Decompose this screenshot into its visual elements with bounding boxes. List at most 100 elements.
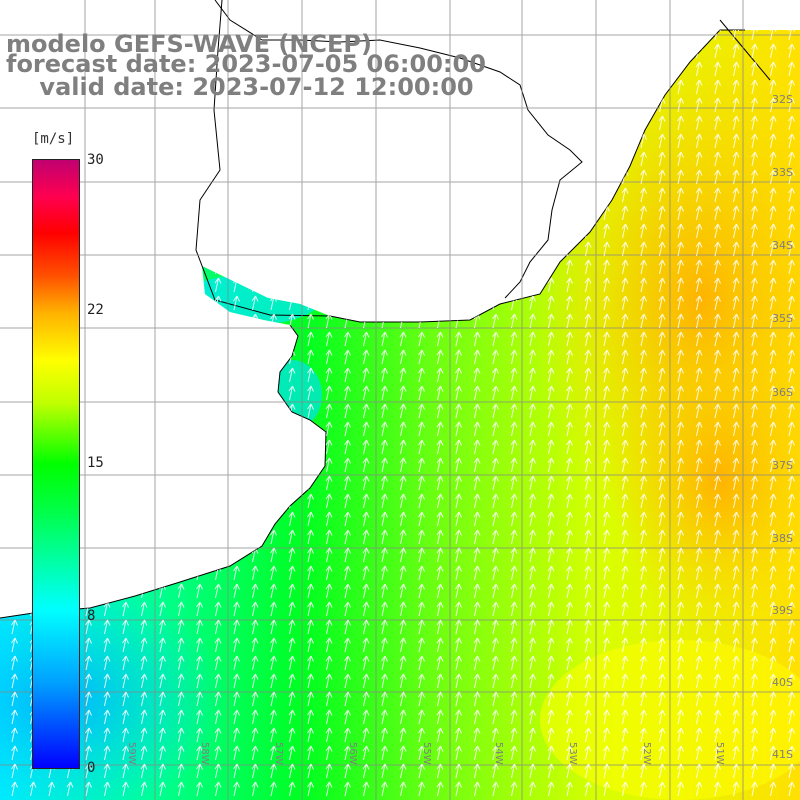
wind-arrow: [603, 457, 610, 473]
wind-arrow: [362, 349, 370, 365]
wind-arrow: [214, 529, 222, 545]
wind-arrow: [473, 421, 481, 437]
wind-arrow: [751, 79, 758, 95]
wind-arrow: [640, 601, 647, 617]
wind-arrow: [510, 763, 518, 779]
wind-arrow: [11, 763, 18, 779]
wind-arrow: [122, 313, 129, 329]
wind-arrow: [566, 763, 573, 779]
wind-arrow: [788, 133, 795, 149]
wind-arrow: [159, 727, 166, 743]
wind-arrow: [140, 781, 148, 797]
wind-arrow: [11, 385, 18, 401]
wind-arrow: [677, 439, 684, 455]
wind-arrow: [640, 223, 647, 239]
wind-arrow: [325, 259, 333, 275]
wind-arrow: [788, 691, 795, 707]
wind-arrow: [288, 781, 296, 797]
wind-arrow: [196, 529, 203, 545]
wind-arrow: [399, 223, 407, 239]
wind-arrow: [159, 385, 166, 401]
wind-arrow: [177, 385, 185, 401]
wind-arrow: [251, 493, 259, 509]
wind-arrow: [473, 745, 481, 761]
wind-arrow: [381, 439, 388, 455]
wind-arrow: [492, 205, 499, 221]
wind-arrow: [751, 349, 758, 365]
wind-arrow: [177, 709, 185, 725]
wind-arrow: [122, 421, 129, 437]
wind-arrow: [714, 367, 721, 383]
wind-arrow: [603, 637, 610, 653]
wind-arrow: [436, 421, 444, 437]
wind-arrow: [288, 133, 296, 149]
wind-arrow: [48, 115, 55, 131]
wind-arrow: [270, 457, 277, 473]
wind-arrow: [529, 223, 536, 239]
wind-arrow: [399, 475, 407, 491]
wind-arrow: [566, 601, 573, 617]
wind-arrow: [714, 349, 721, 365]
wind-arrow: [251, 331, 259, 347]
wind-arrow: [658, 295, 666, 311]
wind-arrow: [288, 583, 296, 599]
wind-arrow: [381, 511, 388, 527]
wind-arrow: [473, 655, 481, 671]
wind-arrow: [714, 457, 721, 473]
wind-arrow: [621, 43, 629, 59]
wind-arrow: [603, 151, 610, 167]
wind-arrow: [325, 781, 333, 797]
wind-arrow: [85, 403, 92, 419]
wind-arrow: [455, 115, 462, 131]
wind-arrow: [325, 187, 333, 203]
wind-arrow: [140, 223, 148, 239]
wind-arrow: [233, 259, 240, 275]
wind-arrow: [177, 403, 185, 419]
wind-arrow: [640, 349, 647, 365]
wind-arrow: [492, 529, 499, 545]
wind-arrow: [529, 493, 536, 509]
wind-arrow: [288, 205, 296, 221]
wind-arrow: [658, 43, 666, 59]
wind-arrow: [325, 241, 333, 257]
wind-arrow: [362, 223, 370, 239]
wind-arrow: [399, 763, 407, 779]
wind-arrow: [473, 241, 481, 257]
wind-arrow: [529, 583, 536, 599]
wind-arrow: [769, 745, 777, 761]
wind-arrow: [751, 30, 758, 41]
wind-arrow: [344, 763, 351, 779]
wind-arrow: [714, 601, 721, 617]
wind-arrow: [547, 745, 555, 761]
wind-arrow: [436, 259, 444, 275]
wind-arrow: [658, 727, 666, 743]
wind-arrow: [677, 763, 684, 779]
wind-arrow: [436, 475, 444, 491]
wind-arrow: [344, 241, 351, 257]
wind-arrow: [362, 637, 370, 653]
wind-arrow: [251, 241, 259, 257]
wind-arrow: [307, 493, 314, 509]
wind-arrow: [233, 529, 240, 545]
wind-arrow: [566, 205, 573, 221]
wind-arrow: [11, 637, 18, 653]
wind-arrow: [566, 30, 573, 41]
wind-arrow: [510, 367, 518, 383]
wind-arrow: [621, 637, 629, 653]
wind-arrow: [399, 493, 407, 509]
wind-arrow: [11, 709, 18, 725]
wind-arrow: [251, 475, 259, 491]
wind-arrow: [381, 583, 388, 599]
wind-arrow: [603, 97, 610, 113]
wind-arrow: [122, 115, 129, 131]
wind-arrow: [621, 781, 629, 797]
wind-arrow: [399, 241, 407, 257]
wind-arrow: [788, 259, 795, 275]
wind-arrow: [621, 97, 629, 113]
title-forecast-date: forecast date: 2023-07-05 06:00:00: [6, 50, 486, 78]
wind-arrow: [436, 493, 444, 509]
wind-arrow: [584, 43, 592, 59]
wind-arrow: [732, 61, 740, 77]
wind-arrow: [695, 655, 703, 671]
wind-arrow: [11, 115, 18, 131]
